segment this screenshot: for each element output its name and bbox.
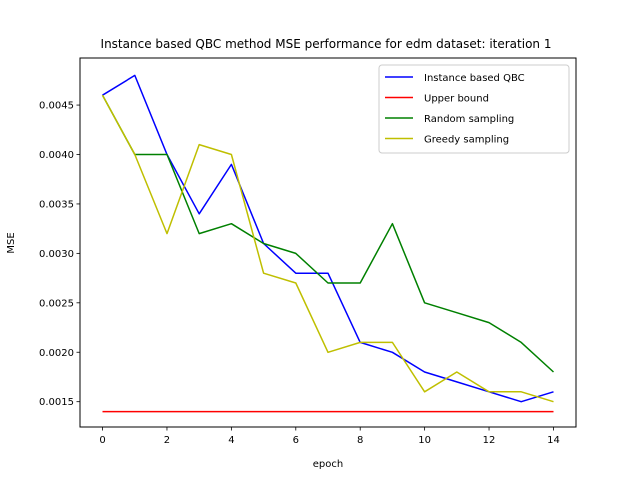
x-tick-label: 8 — [357, 435, 363, 446]
x-tick-label: 2 — [164, 435, 170, 446]
y-tick-label: 0.0035 — [39, 199, 74, 210]
x-tick-label: 0 — [99, 435, 105, 446]
y-tick-label: 0.0030 — [39, 249, 74, 260]
legend: Instance based QBC Upper bound Random samp… — [378, 64, 570, 154]
x-axis-label: epoch — [313, 459, 343, 470]
legend-label: Greedy sampling — [424, 135, 509, 146]
x-tick-label: 4 — [228, 435, 234, 446]
y-tick-label: 0.0015 — [39, 397, 74, 408]
series-line-2 — [101, 94, 555, 373]
series-line-3 — [101, 94, 554, 403]
x-axis: 0 2 4 6 8 10 12 14 — [99, 427, 560, 446]
x-tick-label: 6 — [293, 435, 299, 446]
legend-label: Upper bound — [424, 94, 489, 105]
y-tick-label: 0.0025 — [39, 298, 74, 309]
legend-box — [378, 64, 570, 154]
y-tick-label: 0.0040 — [39, 150, 74, 161]
y-axis-label: MSE — [6, 232, 17, 253]
y-tick-label: 0.0020 — [39, 348, 74, 359]
plot-frame — [79, 57, 577, 428]
x-tick-label: 10 — [418, 435, 431, 446]
series-layer — [101, 74, 555, 413]
y-axis: 0.0015 0.0020 0.0025 0.0030 0.0035 0.0040 0.00… — [39, 101, 80, 408]
series-line-0 — [102, 74, 554, 403]
x-tick-label: 14 — [547, 435, 560, 446]
legend-label: Random sampling — [424, 114, 514, 125]
y-tick-label: 0.0045 — [39, 101, 74, 112]
legend-label: Instance based QBC — [424, 73, 525, 84]
x-tick-label: 12 — [483, 435, 496, 446]
chart-title: Instance based QBC method MSE performanc… — [101, 37, 552, 51]
